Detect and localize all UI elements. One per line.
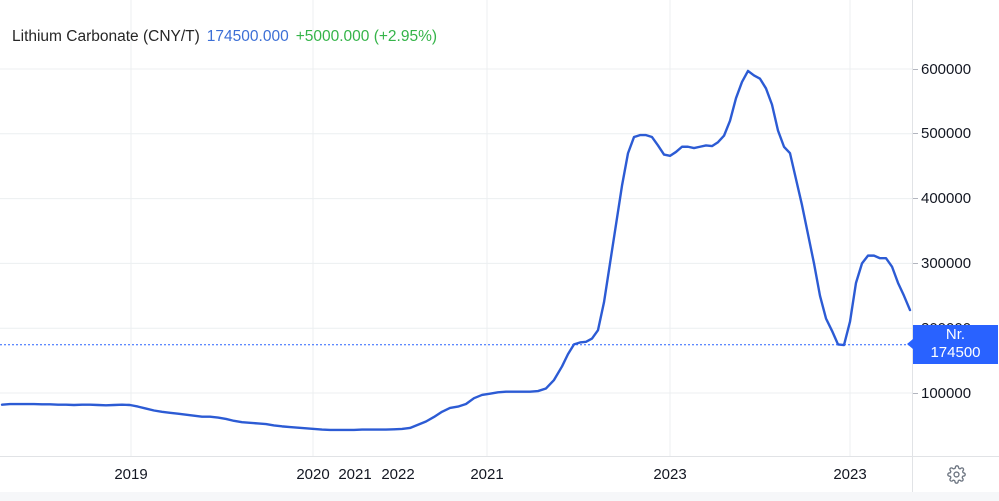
price-badge-pointer [907, 339, 913, 350]
tick-dash [913, 392, 918, 394]
time-axis[interactable]: 2019 2020 2021 2022 2021 2023 2023 [0, 456, 999, 493]
time-axis-tick-label: 2022 [381, 466, 415, 483]
tick-dash [913, 133, 918, 135]
price-axis-tick-label: 500000 [921, 125, 972, 143]
last-price-badge: Nr. 174500 [907, 324, 998, 364]
tick-dash [913, 262, 918, 264]
time-axis-tick-label: 2023 [653, 466, 687, 483]
plot-area[interactable] [0, 0, 912, 456]
time-axis-tick-label: 2020 [296, 466, 330, 483]
time-axis-tick-label: 2019 [114, 466, 148, 483]
price-chart-svg[interactable] [0, 0, 912, 456]
tick-dash [913, 68, 918, 70]
price-axis-tick: 600000 [913, 60, 999, 78]
time-axis-tick-label: 2021 [470, 466, 504, 483]
price-badge-line2: 174500 [930, 343, 981, 361]
price-axis[interactable]: 100000200000300000400000500000600000 Nr.… [907, 0, 999, 456]
price-axis-tick: 300000 [913, 254, 999, 272]
tick-dash [913, 198, 918, 200]
time-axis-tick-label: 2023 [833, 466, 867, 483]
price-axis-tick: 100000 [913, 384, 999, 402]
footer-strip [0, 492, 999, 501]
horizontal-gridlines [0, 68, 912, 394]
price-axis-tick: 500000 [913, 125, 999, 143]
legend-symbol-title: Lithium Carbonate (CNY/T) [12, 28, 200, 45]
chart-legend: Lithium Carbonate (CNY/T) 174500.000 +50… [12, 28, 437, 48]
time-axis-tick-label: 2021 [338, 466, 372, 483]
chart-settings-button[interactable] [912, 457, 999, 492]
price-axis-tick-label: 300000 [921, 254, 972, 272]
vertical-gridlines [130, 0, 851, 456]
price-axis-tick-label: 100000 [921, 384, 972, 402]
price-axis-tick-label: 600000 [921, 60, 972, 78]
price-axis-tick-label: 400000 [921, 190, 972, 208]
legend-change-value: +5000.000 (+2.95%) [295, 28, 438, 45]
price-badge-line1: Nr. [945, 325, 966, 343]
gear-icon[interactable] [947, 465, 966, 484]
legend-last-price: 174500.000 [206, 28, 289, 45]
price-line-series [0, 69, 912, 432]
price-axis-tick: 400000 [913, 190, 999, 208]
